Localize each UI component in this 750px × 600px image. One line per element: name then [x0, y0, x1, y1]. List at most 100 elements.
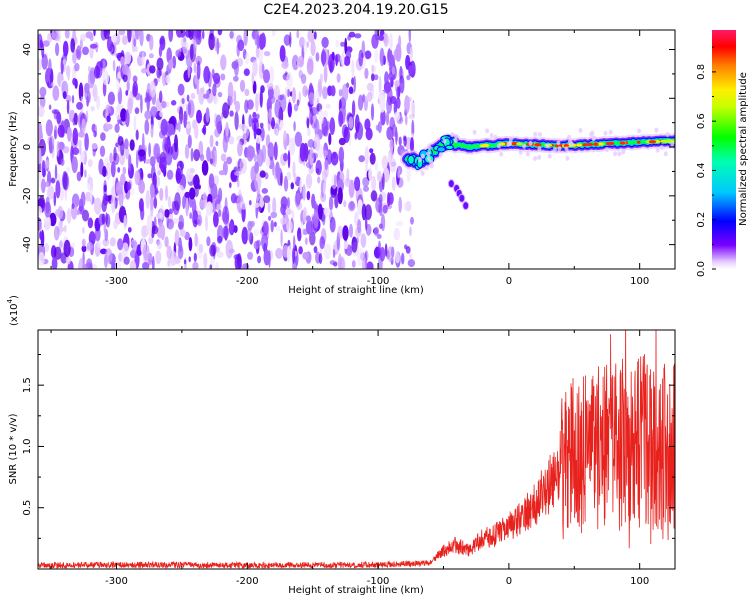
noise-mark — [196, 75, 200, 95]
track-speckle — [547, 153, 552, 159]
noise-mark — [151, 256, 155, 269]
track-speckle — [518, 149, 523, 155]
x-tick-label: -100 — [367, 276, 390, 287]
y-tick-label: -20 — [22, 188, 33, 204]
noise-mark — [314, 118, 320, 137]
noise-mark — [206, 236, 211, 247]
noise-mark — [302, 252, 309, 260]
noise-mark — [39, 231, 42, 240]
noise-mark — [168, 59, 174, 70]
noise-mark — [353, 75, 357, 93]
noise-mark — [38, 58, 42, 72]
noise-mark — [144, 97, 147, 103]
noise-mark — [300, 73, 307, 85]
noise-mark — [43, 214, 51, 231]
track-speckle — [567, 134, 571, 140]
noise-mark — [80, 162, 84, 178]
noise-mark — [266, 83, 274, 90]
noise-mark — [382, 172, 385, 191]
track-speckle — [427, 145, 432, 151]
noise-mark — [370, 190, 378, 202]
noise-mark — [153, 143, 161, 160]
noise-mark — [127, 227, 132, 233]
signal-peak — [534, 143, 541, 147]
track-speckle — [528, 140, 533, 146]
noise-mark — [297, 227, 302, 242]
noise-mark — [361, 203, 367, 221]
noise-mark — [131, 240, 138, 252]
noise-mark — [342, 225, 349, 241]
noise-mark — [187, 134, 192, 149]
noise-mark — [323, 149, 329, 156]
noise-mark — [399, 75, 405, 94]
signal-peak — [660, 139, 669, 143]
snr-panel: -300 -200 -100 0 100 0.5 1.0 1.5 Height of stra… — [6, 295, 676, 596]
noise-mark — [351, 260, 356, 268]
x-tick-label: -200 — [236, 276, 259, 287]
noise-mark — [377, 35, 385, 41]
noise-mark — [286, 246, 291, 263]
noise-mark — [53, 191, 57, 207]
noise-mark — [248, 200, 252, 206]
noise-mark — [102, 59, 106, 73]
noise-mark — [138, 198, 144, 212]
noise-mark — [228, 220, 234, 235]
noise-mark — [189, 212, 193, 220]
noise-mark — [311, 152, 318, 159]
noise-mark — [354, 176, 361, 192]
noise-mark — [165, 152, 173, 166]
signal-peak — [596, 142, 605, 146]
noise-mark — [113, 219, 118, 230]
noise-mark — [336, 73, 341, 83]
noise-mark — [305, 215, 311, 222]
noise-mark — [360, 233, 367, 248]
noise-mark — [323, 110, 328, 118]
noise-mark — [188, 237, 193, 252]
noise-mark — [44, 181, 50, 188]
noise-mark — [41, 178, 46, 194]
y-tick-label: 40 — [22, 43, 33, 56]
noise-mark — [86, 174, 92, 192]
noise-mark — [298, 91, 302, 104]
noise-mark — [306, 190, 311, 201]
noise-mark — [218, 209, 222, 218]
noise-mark — [389, 33, 393, 51]
noise-mark — [122, 64, 129, 75]
noise-mark — [100, 132, 106, 142]
noise-mark — [287, 88, 290, 98]
track-speckle — [621, 149, 626, 155]
noise-mark — [390, 146, 394, 159]
noise-mark — [271, 30, 276, 37]
noise-mark — [328, 132, 332, 146]
noise-mark — [160, 118, 168, 136]
signal-peak — [636, 140, 641, 144]
noise-mark — [38, 205, 43, 217]
noise-mark — [120, 140, 125, 156]
noise-mark — [256, 148, 264, 167]
noise-mark — [380, 109, 386, 126]
noise-mark — [248, 114, 252, 128]
noise-mark — [315, 160, 322, 176]
noise-mark — [72, 51, 77, 64]
noise-mark — [239, 79, 246, 92]
noise-mark — [57, 124, 65, 138]
noise-mark — [148, 142, 152, 158]
noise-mark — [291, 54, 299, 71]
noise-mark — [302, 85, 308, 97]
x-tick-label: 0 — [506, 576, 512, 587]
noise-mark — [256, 34, 260, 49]
noise-mark — [313, 246, 318, 254]
signal-peak — [582, 143, 588, 147]
noise-mark — [99, 145, 106, 157]
signal-blob — [445, 144, 454, 151]
noise-mark — [217, 91, 223, 98]
signal-peak — [593, 142, 599, 146]
noise-mark — [64, 224, 67, 233]
noise-mark — [391, 66, 395, 75]
noise-mark — [38, 171, 42, 181]
track-speckle — [670, 141, 675, 147]
noise-mark — [71, 242, 75, 248]
track-speckle — [591, 136, 596, 142]
noise-mark — [110, 195, 116, 214]
noise-mark — [403, 136, 407, 147]
